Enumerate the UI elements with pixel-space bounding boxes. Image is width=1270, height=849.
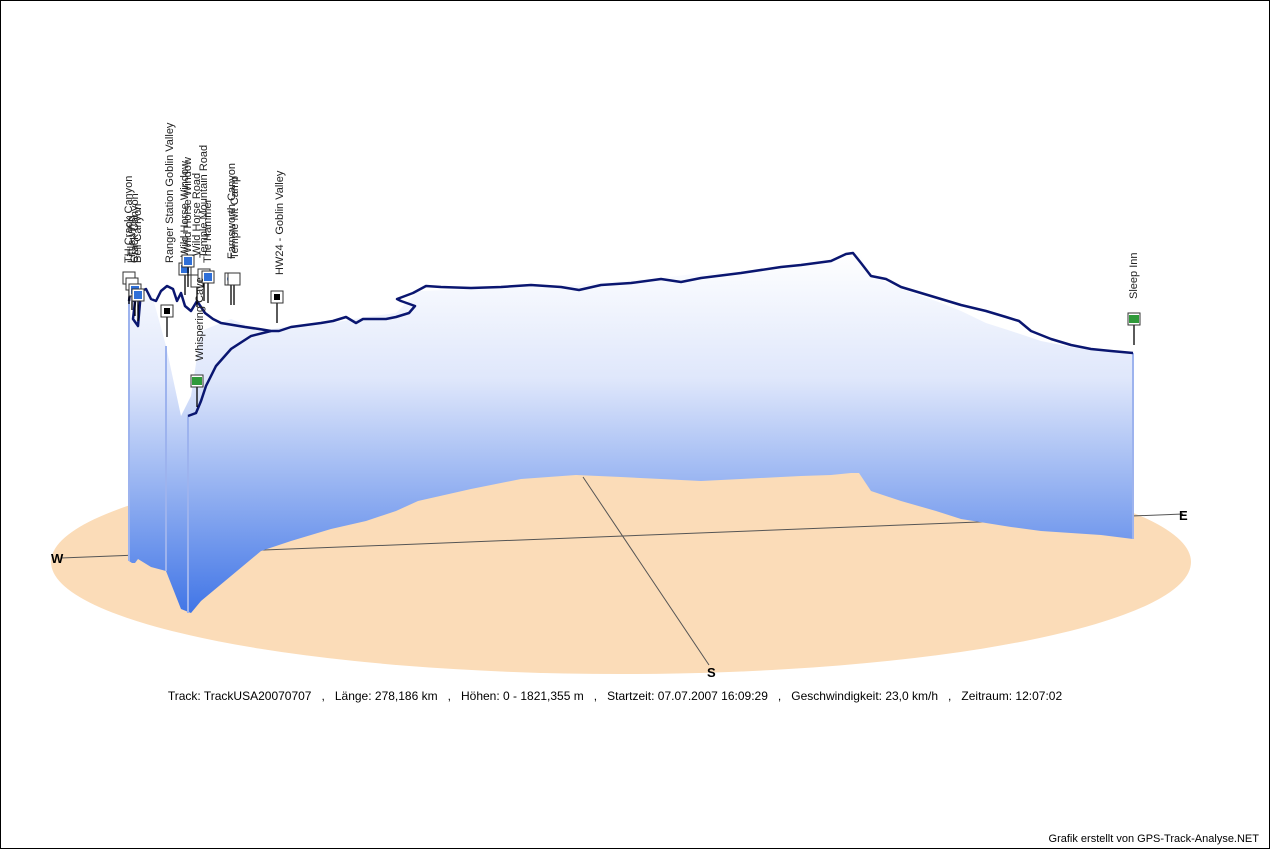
elevation-curtain-segment: [871, 275, 901, 501]
elevation-curtain-segment: [936, 301, 961, 519]
elevation-curtain-segment: [231, 319, 261, 576]
info-sep-4: ,: [777, 689, 782, 703]
waypoint-label: The Hammer: [202, 198, 214, 263]
waypoint-label: HW24 - Goblin Valley: [274, 170, 286, 275]
elevation-curtain-segment: [1101, 351, 1133, 539]
waypoint-label: Temple Mountain Road: [198, 145, 210, 258]
elevation-curtain-segment: [181, 396, 191, 613]
elevation-curtain-segment: [396, 291, 418, 511]
elevation-curtain-segment: [1011, 331, 1041, 531]
waypoint-label: Wild Horse Road: [191, 173, 203, 256]
elevation-curtain-segment: [521, 285, 576, 479]
elevation-curtain-segment: [831, 253, 851, 475]
waypoint-marker: Sleep Inn: [1127, 253, 1141, 345]
elevation-curtain-segment: [701, 271, 741, 481]
compass-east-label: E: [1179, 508, 1188, 523]
info-speed: Geschwindigkeit: 23,0 km/h: [791, 689, 939, 703]
info-track: Track: TrackUSA20070707: [167, 689, 312, 703]
info-duration: Zeitraum: 12:07:02: [961, 689, 1063, 703]
info-sep-2: ,: [447, 689, 451, 703]
waypoint-label: Sleep Inn: [1128, 253, 1140, 299]
info-sep-1: ,: [321, 689, 325, 703]
waypoint-marker: Bell Canyon: [131, 204, 145, 321]
elevation-curtain-segment: [471, 287, 521, 489]
elevation-curtain-segment: [366, 313, 396, 521]
track-info-line: Track: TrackUSA20070707 , Länge: 278,186…: [1, 689, 1229, 703]
elevation-curtain-segment: [961, 311, 986, 523]
waypoint-label: Temple Mt Camp: [229, 176, 241, 259]
waypoint-label: Whispering Cave: [194, 277, 206, 361]
elevation-curtain-segment: [191, 331, 201, 613]
elevation-curtain-segment: [261, 326, 291, 551]
elevation-curtain-segment: [781, 263, 801, 477]
elevation-curtain-segment: [132, 321, 135, 563]
elevation-curtain-segment: [851, 253, 859, 473]
elevation-curtain-segment: [135, 301, 138, 563]
elevation-curtain-segment: [418, 289, 471, 501]
elevation-curtain-segment: [741, 267, 781, 479]
waypoint-label: Crack Canyon: [129, 193, 141, 263]
track-branch-line: [187, 329, 272, 418]
waypoint-label: Wild Horse Window: [179, 161, 191, 257]
waypoint-label: Bell Canyon: [132, 204, 144, 263]
elevation-curtain-segment: [1071, 347, 1101, 535]
elevation-curtain-segment: [901, 289, 936, 511]
info-length: Länge: 278,186 km: [334, 689, 438, 703]
north-south-axis: [582, 476, 710, 666]
waypoint-marker: Whispering Cave: [190, 277, 206, 407]
info-start: Startzeit: 07.07.2007 16:09:29: [607, 689, 768, 703]
waypoint-label: Wild Horse Window: [182, 157, 194, 253]
waypoint-marker: The Hammer: [201, 198, 215, 303]
elevation-curtain-segment: [138, 291, 151, 567]
credit-text: Grafik erstellt von GPS-Track-Analyse.NE…: [1048, 833, 1259, 845]
elevation-curtain-segment: [1041, 341, 1071, 533]
waypoint-label: Farnsworth Canyon: [226, 163, 238, 259]
elevation-curtain-segment: [166, 346, 181, 609]
elevation-curtain-segment: [859, 253, 871, 491]
elevation-curtain-segment: [986, 323, 1011, 527]
track-elevation-line: [127, 251, 1134, 355]
elevation-curtain-segment: [151, 291, 166, 571]
elevation-curtain-segment: [801, 259, 831, 476]
info-sep-5: ,: [948, 689, 952, 703]
elevation-curtain-segment: [576, 281, 621, 477]
elevation-curtain-segment: [621, 278, 661, 479]
info-heights: Höhen: 0 - 1821,355 m: [460, 689, 584, 703]
elevation-curtain-segment: [201, 319, 231, 601]
waypoint-marker: HW24 - Goblin Valley: [270, 170, 286, 323]
waypoint-marker: Temple Mt Camp: [227, 176, 241, 305]
elevation-curtains: [128, 253, 1134, 613]
waypoint-label: Little Wild: [126, 215, 138, 263]
waypoint-marker: Ranger Station Goblin Valley: [160, 122, 176, 337]
info-sep-3: ,: [593, 689, 598, 703]
waypoint-label: Ranger Station Goblin Valley: [164, 122, 176, 263]
compass-west-label: W: [51, 551, 64, 566]
track-line-group: [127, 251, 1134, 418]
waypoint-label: TH Crack Canyon: [123, 176, 135, 263]
waypoint-marker: Wild Horse Window: [181, 157, 195, 287]
elevation-curtain-segment: [291, 323, 331, 541]
elevation-curtain-segment: [661, 273, 701, 481]
elevation-curtain-segment: [331, 317, 366, 529]
compass-south-label: S: [707, 665, 716, 680]
